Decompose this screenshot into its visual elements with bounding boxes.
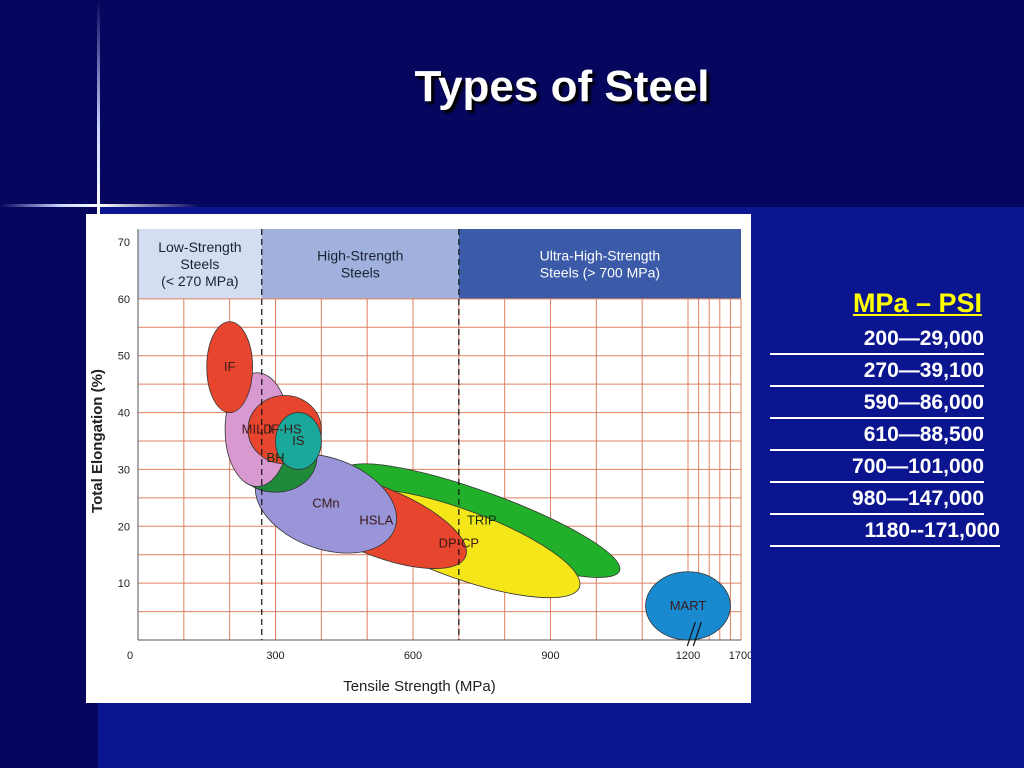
- axis-break-mark: [692, 621, 702, 647]
- conversion-table: MPa – PSI 200—29,000 270—39,100 590—86,0…: [770, 288, 1000, 549]
- slide-left-band: [0, 207, 98, 768]
- region-label-trip: TRIP: [467, 513, 497, 528]
- y-tick-label: 50: [118, 351, 130, 363]
- conversion-row: 1180--171,000: [770, 517, 1000, 547]
- axis-break-mark: [686, 621, 696, 647]
- conversion-row: 980—147,000: [770, 485, 984, 515]
- zone-label: (< 270 MPa): [161, 273, 238, 289]
- zone-label: Low-Strength: [158, 239, 241, 255]
- region-label-bh: BH: [266, 450, 284, 465]
- y-tick-label: 10: [118, 578, 130, 590]
- y-tick-label: 40: [118, 408, 130, 420]
- zone-band: [138, 229, 262, 299]
- x-tick-label: 900: [541, 650, 559, 662]
- y-tick-label: 30: [118, 464, 130, 476]
- region-label-is: IS: [292, 433, 305, 448]
- x-axis-title: Tensile Strength (MPa): [343, 678, 496, 695]
- region-label-mild: MILD: [242, 422, 273, 437]
- zone-label: Steels (> 700 MPa): [540, 264, 660, 280]
- steel-chart: MART TRIP DP-CP HSLA CMn BH MILD IF-HS IS IF Low-S…: [86, 214, 751, 703]
- x-tick-label: 1200: [676, 650, 700, 662]
- chart-svg: MARTTRIPDP-CPHSLACMnBHMILDIF-HSISIFLow-S…: [89, 229, 751, 695]
- x-tick-label: 0: [127, 650, 133, 662]
- region-label-if: IF: [224, 359, 236, 374]
- region-label-cmn: CMn: [312, 496, 339, 511]
- zone-label: Steels: [180, 256, 219, 272]
- conversion-row: 270—39,100: [770, 357, 984, 387]
- slide-title: Types of Steel: [414, 62, 710, 111]
- zone-label: High-Strength: [317, 247, 403, 263]
- region-label-if-hs: IF-HS: [268, 422, 302, 437]
- conversion-row: 700—101,000: [770, 453, 984, 483]
- y-tick-label: 70: [118, 237, 130, 249]
- zone-label: Ultra-High-Strength: [540, 247, 661, 263]
- conversion-header: MPa – PSI: [852, 288, 982, 318]
- zone-band: [261, 229, 459, 299]
- conversion-row: 200—29,000: [770, 325, 984, 355]
- region-is: [275, 412, 322, 470]
- region-label-hsla: HSLA: [359, 513, 393, 528]
- decorative-horizontal-line: [0, 204, 200, 207]
- region-mart: [645, 571, 731, 641]
- slide-header-background: [0, 0, 1024, 207]
- conversion-row: 610—88,500: [770, 421, 984, 451]
- y-axis-title: Total Elongation (%): [89, 369, 106, 513]
- region-if: [206, 321, 253, 413]
- region-label-mart: MART: [670, 598, 707, 613]
- y-tick-label: 20: [118, 521, 130, 533]
- zone-label: Steels: [341, 264, 380, 280]
- zone-band: [458, 229, 741, 299]
- x-tick-label: 1700: [729, 650, 751, 662]
- conversion-row: 590—86,000: [770, 389, 984, 419]
- x-tick-label: 600: [404, 650, 422, 662]
- decorative-vertical-line: [97, 0, 100, 215]
- y-tick-label: 60: [118, 294, 130, 306]
- x-tick-label: 300: [266, 650, 284, 662]
